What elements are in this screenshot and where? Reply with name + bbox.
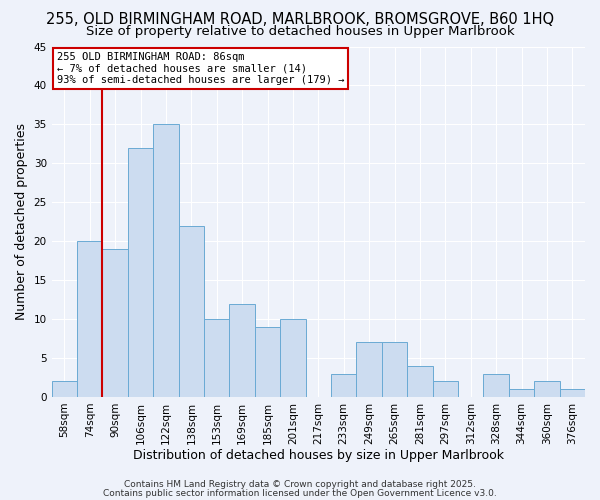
Bar <box>153 124 179 397</box>
Bar <box>179 226 204 397</box>
Text: 255 OLD BIRMINGHAM ROAD: 86sqm
← 7% of detached houses are smaller (14)
93% of s: 255 OLD BIRMINGHAM ROAD: 86sqm ← 7% of d… <box>57 52 344 85</box>
Bar <box>280 319 305 397</box>
Bar <box>356 342 382 397</box>
Bar <box>103 249 128 397</box>
Text: Contains public sector information licensed under the Open Government Licence v3: Contains public sector information licen… <box>103 488 497 498</box>
Bar <box>77 241 103 397</box>
Bar <box>560 389 585 397</box>
Bar <box>204 319 229 397</box>
Bar <box>52 382 77 397</box>
Text: Size of property relative to detached houses in Upper Marlbrook: Size of property relative to detached ho… <box>86 25 514 38</box>
Bar <box>128 148 153 397</box>
Text: 255, OLD BIRMINGHAM ROAD, MARLBROOK, BROMSGROVE, B60 1HQ: 255, OLD BIRMINGHAM ROAD, MARLBROOK, BRO… <box>46 12 554 28</box>
Bar <box>382 342 407 397</box>
Y-axis label: Number of detached properties: Number of detached properties <box>15 123 28 320</box>
Bar <box>484 374 509 397</box>
Text: Contains HM Land Registry data © Crown copyright and database right 2025.: Contains HM Land Registry data © Crown c… <box>124 480 476 489</box>
Bar <box>255 327 280 397</box>
Bar <box>534 382 560 397</box>
X-axis label: Distribution of detached houses by size in Upper Marlbrook: Distribution of detached houses by size … <box>133 450 504 462</box>
Bar <box>331 374 356 397</box>
Bar <box>433 382 458 397</box>
Bar <box>509 389 534 397</box>
Bar <box>229 304 255 397</box>
Bar <box>407 366 433 397</box>
